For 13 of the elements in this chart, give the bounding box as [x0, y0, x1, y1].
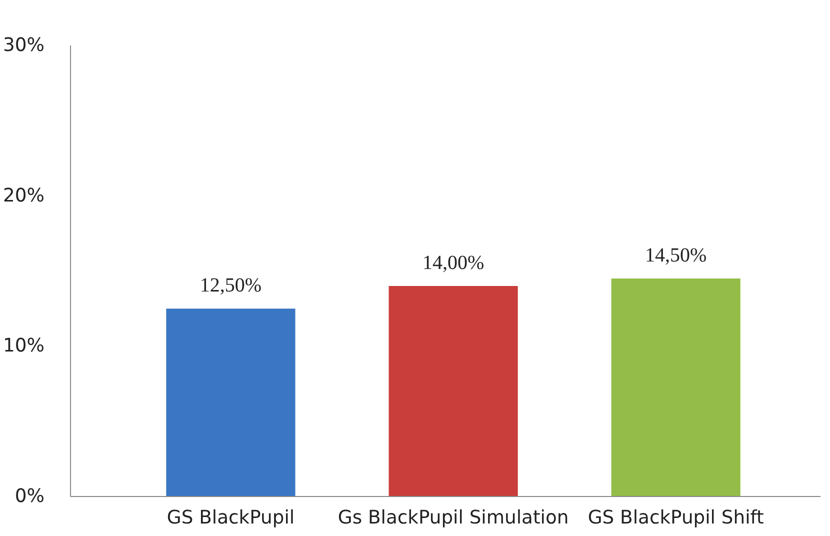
x-tick-label: GS BlackPupil [166, 508, 295, 528]
y-tick-label: 0% [14, 486, 45, 507]
y-tick-label: 10% [3, 336, 44, 357]
x-tick-label: GS BlackPupil Shift [588, 508, 764, 528]
data-label: 14,50% [645, 244, 707, 267]
data-label: 12,50% [200, 274, 262, 297]
bar [166, 308, 296, 496]
y-tick-label: 30% [3, 35, 44, 56]
x-tick-label: Gs BlackPupil Simulation [338, 508, 569, 528]
bar [388, 286, 518, 496]
data-label: 14,00% [422, 252, 484, 274]
bar [611, 278, 740, 496]
y-tick-label: 20% [3, 185, 44, 206]
